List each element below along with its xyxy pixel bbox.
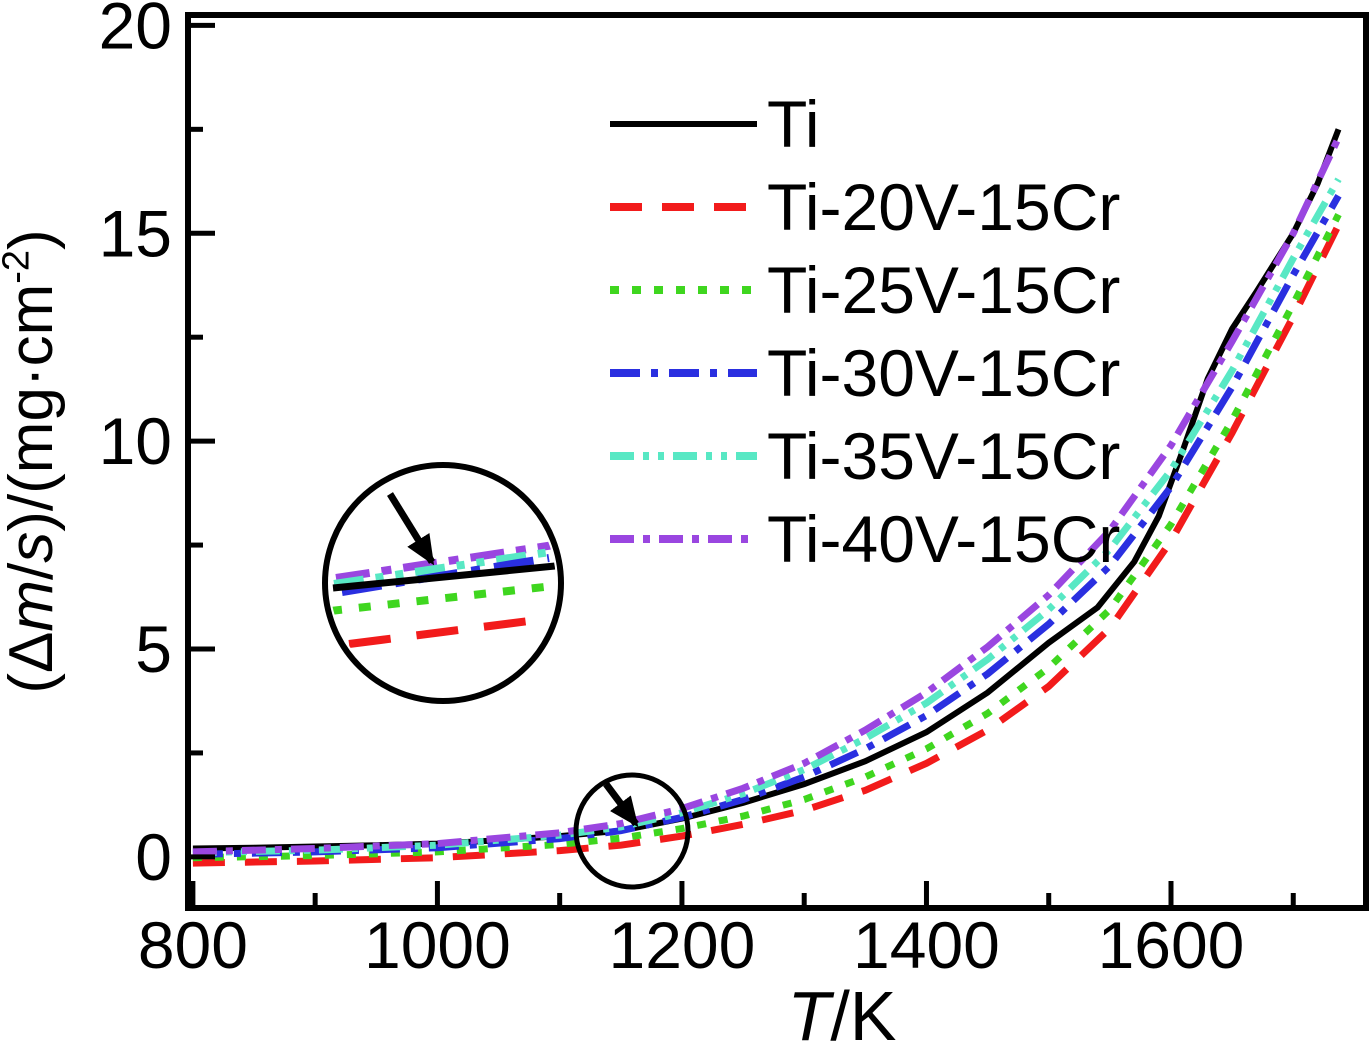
annotations	[322, 462, 691, 890]
legend-label: Ti-40V-15Cr	[767, 502, 1120, 576]
legend-item-Ti-25V-15Cr: Ti-25V-15Cr	[610, 253, 1120, 327]
series-line-Ti-20V-15Cr	[192, 223, 1342, 867]
y-tick-label: 20	[99, 0, 172, 62]
series-line-Ti-25V-15Cr	[192, 213, 1342, 862]
lens-line	[330, 582, 554, 615]
tick-labels: 800 1000 1200 1400 1600 0 5 10 15 20	[99, 0, 1245, 982]
y-tick-label: 0	[135, 820, 172, 894]
series-line-Ti-35V-15Cr	[192, 177, 1342, 857]
series-line-Ti-30V-15Cr	[192, 194, 1342, 858]
plot-frame	[185, 12, 1369, 911]
x-tick-label: 800	[138, 908, 248, 982]
lens-line	[332, 562, 556, 592]
legend-item-Ti-30V-15Cr: Ti-30V-15Cr	[610, 336, 1120, 410]
legend-label: Ti-25V-15Cr	[767, 253, 1120, 327]
y-axis-label: (Δm/s)/(mg·cm-2)	[0, 229, 66, 693]
legend-label: Ti	[767, 87, 820, 161]
legend-item-Ti-20V-15Cr: Ti-20V-15Cr	[610, 170, 1120, 244]
axis-ticks	[188, 22, 1296, 908]
x-axis-label: T/K	[788, 977, 897, 1048]
x-tick-label: 1200	[609, 908, 756, 982]
x-tick-label: 1400	[853, 908, 1000, 982]
legend: Ti Ti-20V-15Cr Ti-25V-15Cr Ti-30V-15Cr Ti-35…	[610, 87, 1120, 576]
legend-item-Ti-40V-15Cr: Ti-40V-15Cr	[610, 502, 1120, 576]
series-line-Ti-40V-15Cr	[192, 136, 1342, 856]
lens-line	[348, 617, 530, 648]
y-tick-label: 10	[99, 404, 172, 478]
lens-line	[335, 541, 555, 582]
lens-line	[333, 547, 556, 588]
legend-item-Ti-35V-15Cr: Ti-35V-15Cr	[610, 419, 1120, 493]
pointer-arrow	[603, 781, 639, 828]
magnifier-circle-small	[573, 772, 691, 890]
y-tick-label: 5	[135, 612, 172, 686]
legend-item-Ti: Ti	[610, 87, 820, 161]
series-line-Ti	[192, 128, 1342, 852]
legend-label: Ti-30V-15Cr	[767, 336, 1120, 410]
x-tick-label: 1600	[1098, 908, 1245, 982]
lens-magnified-lines	[330, 541, 556, 648]
legend-label: Ti-35V-15Cr	[767, 419, 1120, 493]
series-lines	[192, 128, 1342, 867]
pointer-arrow	[387, 492, 435, 566]
y-tick-label: 15	[99, 196, 172, 270]
x-tick-label: 1000	[364, 908, 511, 982]
legend-label: Ti-20V-15Cr	[767, 170, 1120, 244]
